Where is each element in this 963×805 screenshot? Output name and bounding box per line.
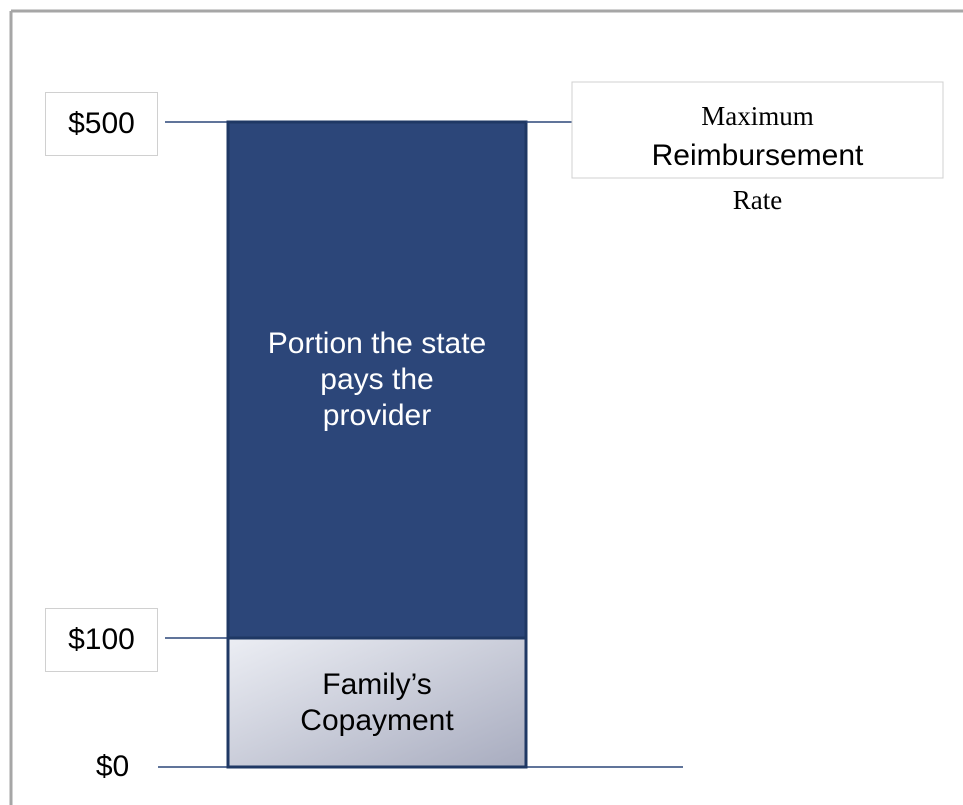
y-tick-label: $100 (45, 608, 158, 672)
segment-label: Family’s Copayment (300, 667, 454, 737)
annotation-box (571, 81, 944, 179)
annotation: Maximum Reimbursement Rate (651, 101, 864, 215)
bar-segment (226, 120, 528, 640)
segment-label: Portion the state pays the provider (267, 327, 487, 432)
bar-segment (226, 636, 528, 769)
y-tick-label: $0 (95, 750, 130, 783)
y-tick-label: $500 (45, 92, 158, 156)
